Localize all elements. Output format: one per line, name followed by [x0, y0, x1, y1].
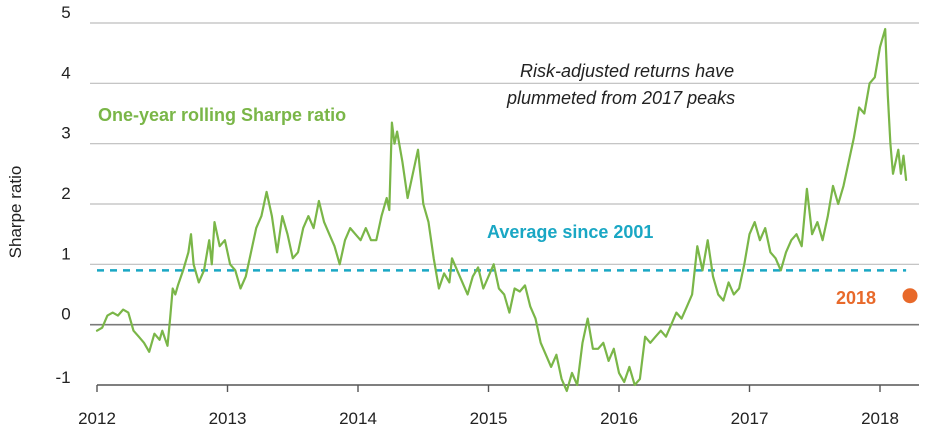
y-tick-label: 5: [61, 3, 70, 22]
highlight-2018-point: [902, 288, 918, 304]
x-tick-label: 2017: [731, 409, 769, 428]
x-tick-label: 2014: [339, 409, 377, 428]
y-tick-label: 4: [61, 63, 70, 82]
y-tick-label: 3: [61, 124, 70, 143]
x-tick-label: 2018: [861, 409, 899, 428]
y-tick-labels: 5 4 3 2 1 0 -1: [55, 3, 70, 387]
annotation-line-1: Risk-adjusted returns have: [520, 61, 734, 81]
annotation-line-2: plummeted from 2017 peaks: [506, 88, 735, 108]
y-tick-label: 1: [61, 244, 70, 263]
average-label: Average since 2001: [487, 222, 653, 242]
y-tick-label: 2: [61, 184, 70, 203]
highlight-2018-label: 2018: [836, 288, 876, 308]
y-tick-label: -1: [55, 368, 70, 387]
x-tick-label: 2015: [470, 409, 508, 428]
y-axis-label: Sharpe ratio: [6, 166, 25, 259]
x-axis: [96, 384, 919, 392]
x-tick-label: 2013: [209, 409, 247, 428]
y-tick-label: 0: [61, 305, 70, 324]
gridlines: [90, 22, 919, 326]
sharpe-ratio-line: [95, 27, 908, 393]
x-tick-labels: 2012 2013 2014 2015 2016 2017 2018: [78, 409, 899, 428]
x-tick-label: 2012: [78, 409, 116, 428]
x-tick-label: 2016: [600, 409, 638, 428]
series-label: One-year rolling Sharpe ratio: [98, 105, 346, 125]
